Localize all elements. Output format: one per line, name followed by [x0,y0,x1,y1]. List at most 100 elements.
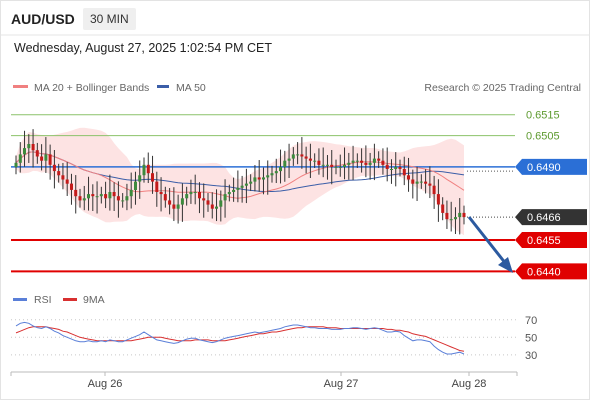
candle-body [163,194,167,201]
candle-body [449,219,453,221]
candle-body [394,166,398,169]
rsi-ma-line [15,326,465,352]
candle-body [428,183,432,186]
candle-body [351,160,355,163]
resistance-label: 0.6515 [526,110,560,122]
candle-body [95,196,99,198]
candle-body [52,164,56,172]
resistance-label: 0.6505 [526,131,560,143]
moving-averages [15,151,465,199]
rsi-ma-legend-swatch [63,298,77,301]
timeframe-badge[interactable]: 30 MIN [83,8,136,30]
candle-body [189,192,193,195]
candle-body [355,160,359,162]
candle-body [40,156,44,161]
candle-body [415,181,419,184]
candle-body [291,154,295,159]
chart-header: AUD/USD 30 MIN [1,1,589,37]
support-label: 0.6440 [527,266,561,278]
credit-label: Research © 2025 Trading Central [424,82,581,94]
candle-body [372,158,376,163]
candle-body [193,192,197,193]
candle-body [377,158,381,161]
candle-body [283,160,287,167]
candle-body [116,196,120,201]
candle-body [159,192,163,195]
candle-body [23,148,26,155]
candle-body [121,200,125,202]
candle-body [321,164,325,166]
ma50-legend-swatch [157,85,169,88]
candle-body [14,162,18,167]
candle-body [134,181,137,190]
candle-body [419,181,423,183]
candle-body [27,144,31,149]
candle-body [287,158,291,161]
support-label-tag [515,263,587,280]
rsi-line [15,321,465,355]
candle-body [313,160,317,162]
projection-arrow-head [498,257,513,273]
candle-body [104,194,108,199]
candle-body [215,206,218,209]
candle-body [129,189,133,197]
level-labels: 0.6515 0.6505 0.6490 0.6466 0.6455 0.6440 [515,110,587,280]
candle-body [87,194,90,199]
rsi-tick-label: 50 [525,332,537,344]
bollinger-bands [16,127,464,236]
candle-body [398,166,402,169]
symbol-label: AUD/USD [11,11,75,27]
candle-body [411,179,415,184]
support-label-tag [515,232,587,249]
candle-body [368,162,372,165]
candle-body [125,196,129,201]
rsi-tick-label: 70 [525,315,537,327]
candle-body [432,185,436,195]
candle-body [138,175,142,182]
candle-body [308,158,312,161]
candle-body [236,187,240,190]
rsi-legend: RSI 9MA [13,294,105,306]
candle-body [317,160,321,165]
candle-body [232,189,236,192]
pivot-label: 0.6490 [527,162,561,174]
rsi-legend-swatch [13,298,27,301]
candle-body [168,200,172,205]
candle-body [454,217,457,220]
candle-body [108,192,112,199]
candle-body [142,164,146,176]
candle-body [151,173,154,182]
bollinger-band-fill [16,127,464,236]
ma20-line [15,151,465,199]
candle-body [326,164,329,166]
rsi-legend-label: RSI [34,294,52,306]
price-legend: MA 20 + Bollinger Bands MA 50 Research ©… [13,82,581,94]
candle-body [270,173,274,176]
ma20-legend-swatch [13,85,28,88]
projection-arrow [467,216,513,273]
candle-body [31,144,35,151]
candle-body [343,164,346,167]
candle-body [74,189,78,197]
candle-body [462,212,466,218]
candle-body [257,177,261,180]
candle-body [296,154,300,156]
candle-body [262,177,265,180]
projection-arrow-line [467,216,508,265]
candle-body [57,171,61,176]
candle-body [112,192,116,197]
candle-body [436,194,440,205]
candlesticks [14,129,466,235]
candle-body [206,200,210,205]
candle-body [172,204,176,209]
candle-body [78,196,82,201]
candle-body [300,154,304,157]
candle-body [424,181,428,184]
candle-body [407,175,410,180]
timestamp: Wednesday, August 27, 2025 1:02:54 PM CE… [14,41,273,55]
candle-body [223,194,227,201]
support-label: 0.6455 [527,235,561,247]
candle-body [279,166,282,172]
candle-body [334,166,338,168]
